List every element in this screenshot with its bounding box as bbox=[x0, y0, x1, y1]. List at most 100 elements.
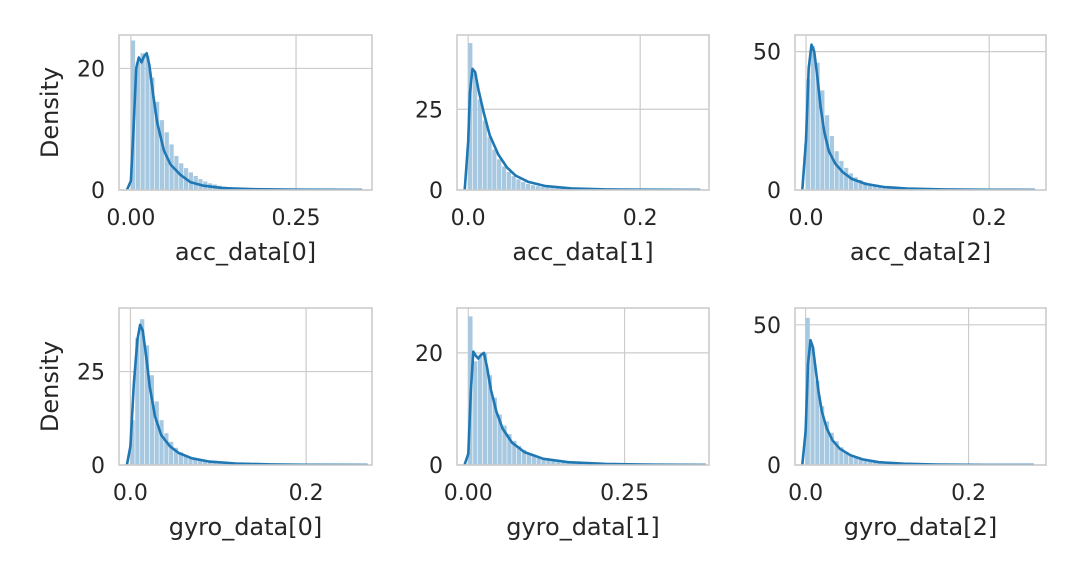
x-axis-label: acc_data[2] bbox=[850, 238, 991, 266]
axes-frame bbox=[794, 307, 1047, 466]
histogram-bar bbox=[516, 179, 521, 190]
histogram-bar bbox=[877, 186, 882, 190]
axes-frame bbox=[456, 34, 710, 191]
histogram-bar bbox=[502, 425, 507, 465]
histogram-bar bbox=[844, 167, 849, 190]
histogram-bar bbox=[492, 397, 497, 465]
histogram-bar bbox=[149, 375, 154, 465]
histogram-bar bbox=[506, 171, 511, 190]
histogram-bar bbox=[844, 451, 849, 465]
x-tick-label: 0.0 bbox=[788, 481, 823, 506]
histogram-bar bbox=[872, 462, 878, 465]
histogram-bar bbox=[858, 458, 863, 465]
x-tick-label: 0.2 bbox=[951, 481, 986, 506]
x-tick-label: 0.0 bbox=[788, 206, 823, 231]
histogram-bar bbox=[820, 406, 825, 465]
subplot: 0.0 0.2 0 50 acc_data[2] bbox=[753, 34, 1047, 266]
histogram-bar bbox=[164, 132, 169, 190]
histogram-bar bbox=[551, 461, 556, 465]
y-tick-label: 25 bbox=[77, 361, 105, 386]
x-tick-label: 0.25 bbox=[272, 206, 321, 231]
y-tick-label: 20 bbox=[415, 342, 443, 367]
histogram-bar bbox=[473, 361, 478, 465]
histogram-bar bbox=[863, 182, 868, 190]
histogram-bar bbox=[829, 136, 834, 190]
axes-frame bbox=[456, 307, 710, 466]
y-tick-label: 0 bbox=[429, 454, 443, 479]
x-axis-label: gyro_data[1] bbox=[506, 513, 660, 541]
histogram-bar bbox=[556, 462, 561, 465]
subplot: 0.0 0.2 0 25 acc_data[1] bbox=[415, 34, 710, 266]
y-tick-label: 20 bbox=[77, 57, 105, 82]
histogram-bar bbox=[173, 447, 179, 465]
histogram-bar bbox=[535, 186, 540, 190]
histogram-bar bbox=[135, 62, 140, 190]
x-tick-label: 0.0 bbox=[113, 481, 148, 506]
histogram-bar bbox=[853, 457, 858, 465]
histogram-bar bbox=[867, 183, 873, 190]
y-tick-label: 0 bbox=[429, 179, 443, 204]
histogram-bar bbox=[829, 432, 834, 465]
kde-line bbox=[463, 350, 706, 465]
subplot: 0.00 0.25 0 20 gyro_data[1] bbox=[415, 307, 710, 541]
histogram-bar bbox=[521, 449, 527, 465]
y-tick-label: 50 bbox=[753, 41, 781, 66]
x-tick-label: 0.25 bbox=[600, 481, 649, 506]
y-axis-label: Density bbox=[36, 341, 64, 432]
histogram-bar bbox=[159, 120, 165, 190]
histogram-bar bbox=[188, 457, 193, 465]
x-axis-label: gyro_data[0] bbox=[169, 513, 323, 541]
histogram-bar bbox=[497, 414, 502, 465]
histogram-bar bbox=[815, 380, 820, 465]
histogram-bar bbox=[541, 459, 546, 465]
plot-area bbox=[125, 319, 368, 465]
histogram-bar bbox=[834, 441, 839, 465]
histogram-bar bbox=[150, 77, 155, 190]
plot-area bbox=[125, 40, 367, 190]
subplot: 0.0 0.2 0 25 gyro_data[0] Density bbox=[36, 307, 373, 541]
x-axis-label: gyro_data[2] bbox=[844, 513, 998, 541]
y-tick-label: 0 bbox=[91, 454, 105, 479]
plot-area bbox=[463, 316, 706, 465]
histogram-bar bbox=[478, 355, 483, 465]
histogram-bar bbox=[174, 155, 179, 190]
histogram-bar bbox=[815, 62, 820, 190]
histogram-bar bbox=[882, 463, 887, 465]
axes-frame bbox=[118, 307, 373, 466]
histogram-bar bbox=[839, 160, 844, 190]
histogram-bar bbox=[169, 441, 174, 465]
histogram-bar bbox=[825, 115, 830, 190]
histogram-bar bbox=[805, 79, 811, 190]
histogram-bar bbox=[853, 177, 858, 190]
x-tick-label: 0.00 bbox=[106, 206, 155, 231]
plot-area bbox=[801, 317, 1036, 465]
histogram-bar bbox=[507, 434, 512, 465]
histogram-bar bbox=[487, 375, 493, 465]
histogram-bar bbox=[848, 173, 854, 190]
histogram-bar bbox=[212, 462, 217, 465]
histogram-bar bbox=[839, 447, 844, 465]
subplot: 0.0 0.2 0 50 gyro_data[2] bbox=[753, 307, 1047, 541]
y-tick-label: 25 bbox=[415, 98, 443, 123]
histogram-bar bbox=[217, 463, 222, 465]
axes-frame bbox=[118, 34, 373, 191]
histogram-bar bbox=[824, 421, 830, 465]
x-tick-label: 0.0 bbox=[451, 206, 486, 231]
histogram-bar bbox=[810, 46, 815, 190]
histogram-bar bbox=[145, 56, 150, 190]
histogram-bar bbox=[834, 151, 839, 190]
histogram-bar bbox=[891, 188, 896, 190]
histogram-bar bbox=[140, 53, 145, 190]
histogram-bar bbox=[511, 176, 516, 190]
histogram-bar bbox=[863, 460, 868, 465]
x-tick-label: 0.2 bbox=[623, 206, 658, 231]
y-tick-label: 0 bbox=[767, 179, 781, 204]
subplot: 0.00 0.25 0 20 acc_data[0] Density bbox=[36, 34, 373, 266]
histogram-bar bbox=[512, 440, 517, 465]
histogram-bar bbox=[144, 345, 150, 465]
histogram-bar bbox=[140, 319, 145, 465]
plot-area bbox=[801, 43, 1036, 190]
histogram-bar bbox=[536, 457, 541, 465]
histogram-bar bbox=[886, 187, 892, 190]
